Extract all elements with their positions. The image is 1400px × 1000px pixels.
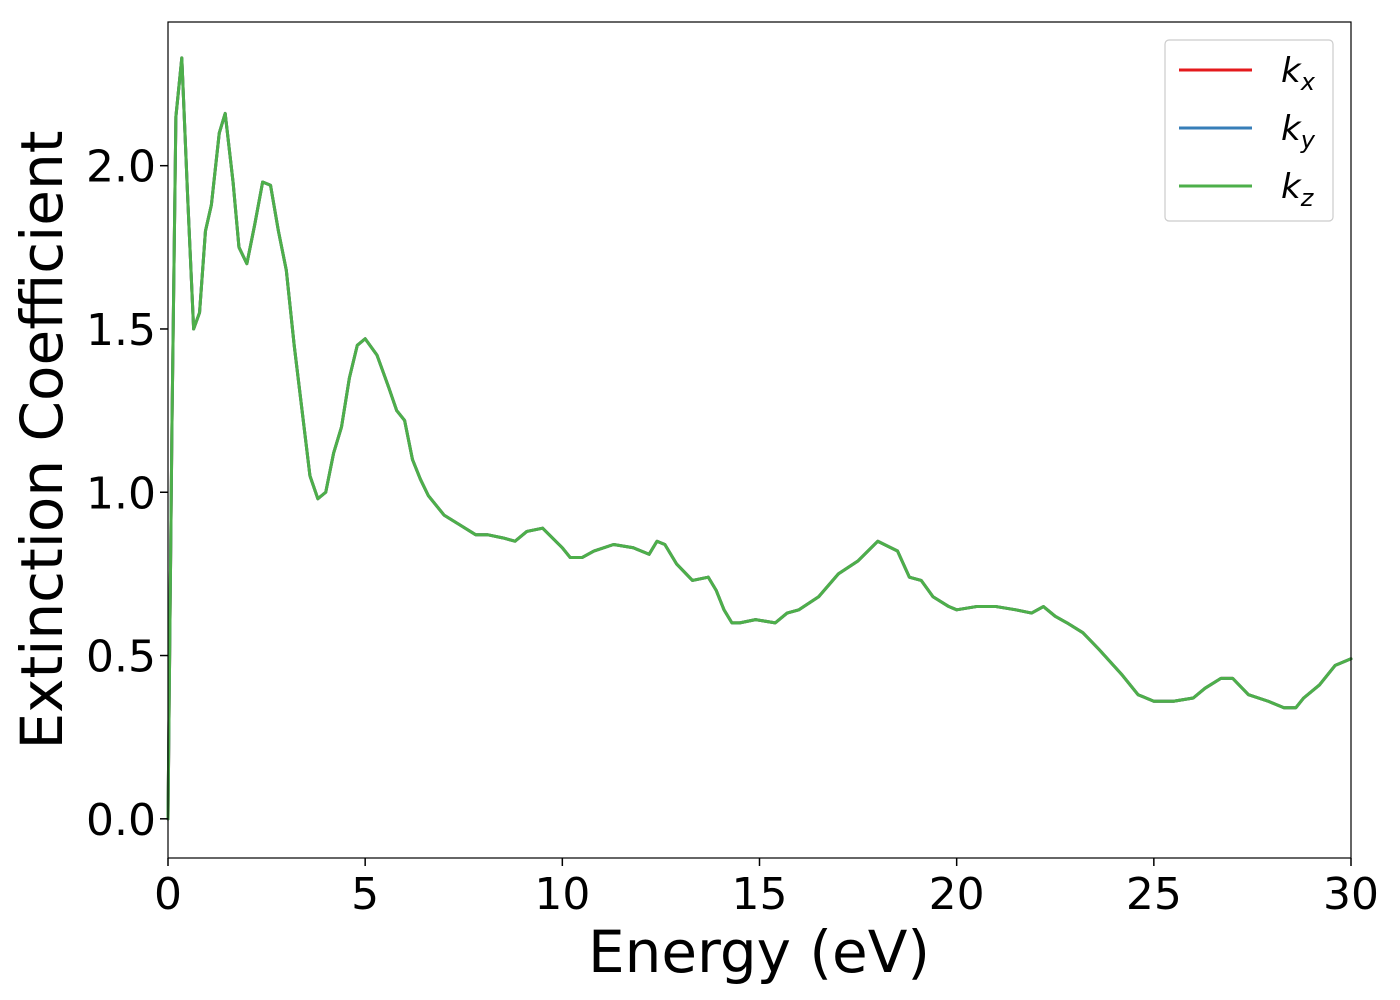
- x-tick-label: 30: [1323, 869, 1379, 920]
- x-tick-label: 0: [154, 869, 182, 920]
- legend-entries: kx ky kz: [1179, 51, 1316, 212]
- legend-label-y: ky: [1281, 109, 1316, 154]
- legend: kx ky kz: [1164, 39, 1334, 222]
- y-tick-label: 0.5: [86, 632, 156, 683]
- legend-box: [1164, 39, 1334, 222]
- x-tick-label: 10: [534, 869, 590, 920]
- x-tick-label: 20: [929, 869, 985, 920]
- y-tick-label: 1.5: [86, 305, 156, 356]
- y-axis-ticks: 0.0 0.5 1.0 1.5 2.0: [86, 142, 168, 846]
- y-tick-label: 2.0: [86, 142, 156, 193]
- x-tick-label: 5: [351, 869, 379, 920]
- x-tick-label: 15: [732, 869, 788, 920]
- x-axis-ticks: 0 5 10 15 20 25 30: [154, 858, 1379, 920]
- series-layer: [166, 56, 1353, 821]
- series-line-z: [166, 56, 1353, 821]
- y-tick-label: 0.0: [86, 795, 156, 846]
- y-tick-label: 1.0: [86, 468, 156, 519]
- legend-label-x: kx: [1281, 51, 1316, 96]
- y-axis-title: Extinction Coefficient: [8, 131, 76, 750]
- legend-label-z: kz: [1281, 167, 1315, 212]
- x-axis-title: Energy (eV): [588, 918, 930, 986]
- x-tick-label: 25: [1126, 869, 1182, 920]
